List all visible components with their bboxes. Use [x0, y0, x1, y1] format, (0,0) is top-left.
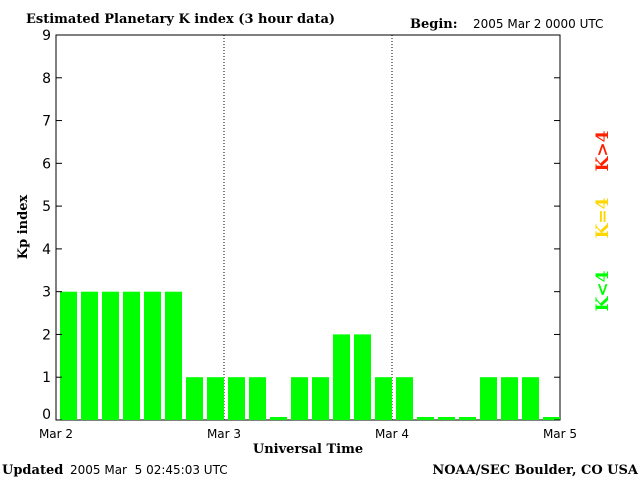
x-axis-label: Universal Time: [253, 442, 363, 457]
kp-bar-2: [102, 291, 119, 420]
updated-label: Updated: [2, 463, 63, 478]
y-tick-label-4: 4: [42, 242, 51, 258]
y-tick-label-9: 9: [42, 28, 51, 44]
x-tick-label-2: Mar 4: [375, 427, 409, 441]
kp-bar-15: [375, 377, 392, 420]
kp-bar-5: [165, 291, 182, 420]
y-axis-label: Kp index: [16, 195, 31, 260]
x-axis-ticks: Mar 2 Mar 3 Mar 4 Mar 5: [39, 427, 577, 441]
kp-bar-12: [312, 377, 329, 420]
kp-bar-6: [186, 377, 203, 420]
y-axis-ticks: 0 1 2 3 4 5 6 7 8 9: [42, 28, 560, 423]
legend-equal: K=4: [593, 197, 613, 238]
kp-bar-11: [291, 377, 308, 420]
kp-bar-16: [396, 377, 413, 420]
kp-bar-3: [123, 291, 140, 420]
x-tick-label-1: Mar 3: [207, 427, 241, 441]
begin-label: Begin:: [410, 17, 458, 32]
kp-bar-23: [543, 417, 560, 420]
y-tick-label-3: 3: [42, 285, 51, 301]
y-tick-label-1: 1: [42, 370, 51, 386]
y-tick-label-0: 0: [42, 407, 51, 423]
chart-title: Estimated Planetary K index (3 hour data…: [26, 12, 335, 27]
kp-bar-7: [207, 377, 224, 420]
kp-bar-0: [60, 291, 77, 420]
bars-group: [60, 291, 560, 420]
source-credit: NOAA/SEC Boulder, CO USA: [432, 463, 639, 478]
y-tick-label-7: 7: [42, 114, 51, 130]
begin-value: 2005 Mar 2 0000 UTC: [473, 17, 603, 31]
legend-high: K>4: [593, 130, 613, 171]
kp-bar-4: [144, 291, 161, 420]
y-tick-label-2: 2: [42, 327, 51, 343]
kp-bar-13: [333, 334, 350, 420]
kp-bar-14: [354, 334, 371, 420]
kp-bar-21: [501, 377, 518, 420]
kp-bar-8: [228, 377, 245, 420]
kp-bar-10: [270, 417, 287, 420]
y-tick-label-5: 5: [42, 199, 51, 215]
x-tick-label-0: Mar 2: [39, 427, 73, 441]
kp-bar-1: [81, 291, 98, 420]
updated-value: 2005 Mar 5 02:45:03 UTC: [70, 463, 228, 477]
y-tick-label-8: 8: [42, 71, 51, 87]
kp-bar-17: [417, 417, 434, 420]
kp-bar-18: [438, 417, 455, 420]
kp-bar-9: [249, 377, 266, 420]
legend-low: K<4: [593, 270, 613, 311]
y-tick-label-6: 6: [42, 156, 51, 172]
kp-bar-20: [480, 377, 497, 420]
kp-bar-22: [522, 377, 539, 420]
x-tick-label-3: Mar 5: [543, 427, 577, 441]
kp-bar-19: [459, 417, 476, 420]
